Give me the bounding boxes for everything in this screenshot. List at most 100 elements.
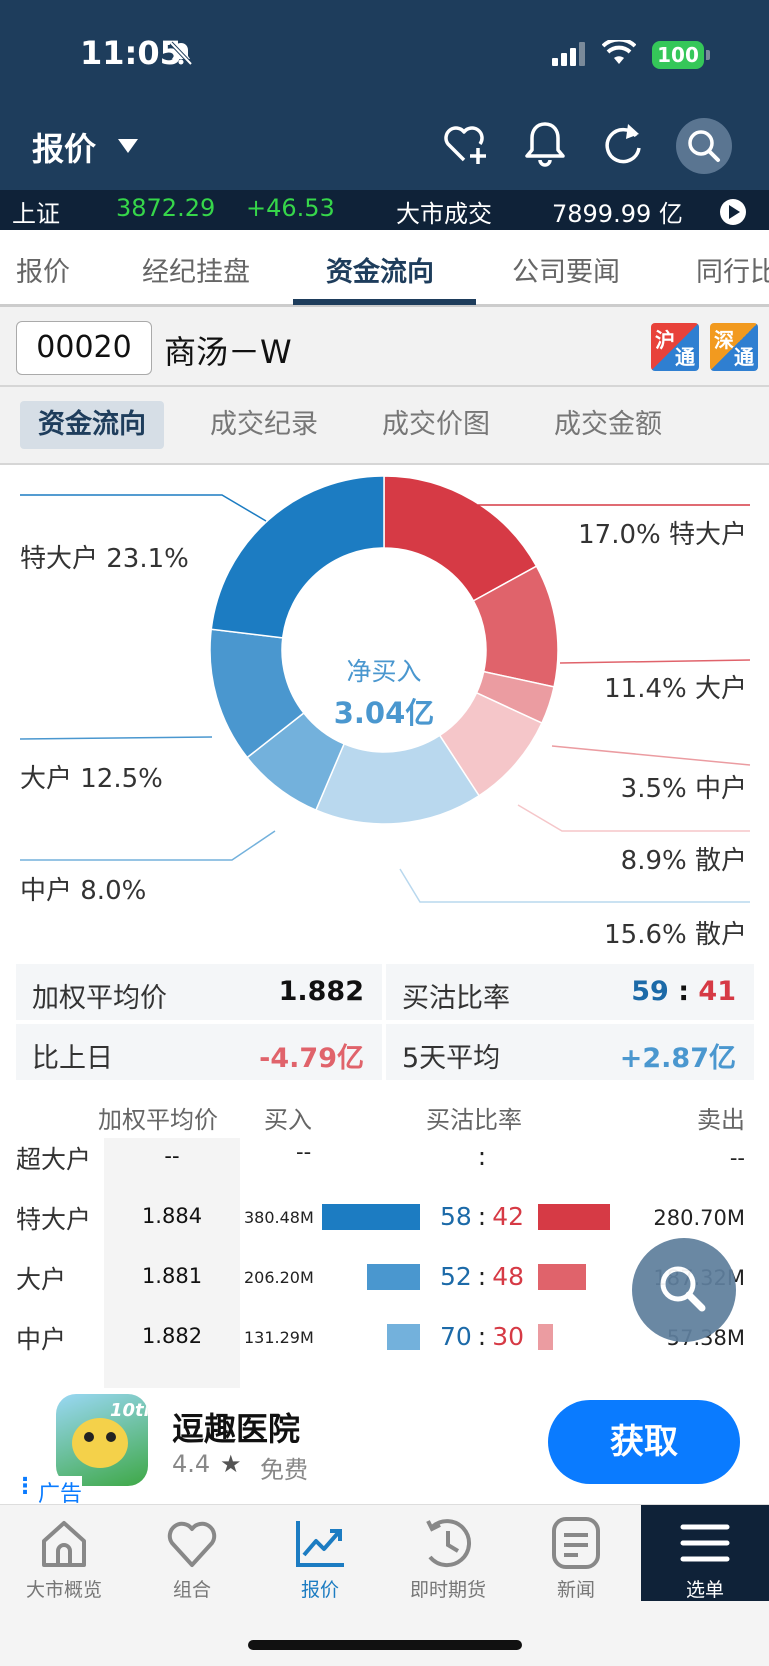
cellular-signal-icon [552, 42, 585, 66]
stock-header: 00020 商汤－W 沪 通 深 通 [0, 307, 769, 387]
tab-company-news[interactable]: 公司要闻 [512, 257, 620, 288]
sell-large-label: 11.4% 大户 [604, 674, 747, 704]
home-indicator [248, 1640, 522, 1650]
favorite-add-icon[interactable] [440, 118, 490, 168]
buy-retail-label: 15.6% 散户 [604, 920, 747, 950]
leader-line [551, 745, 751, 766]
summary-five-day: 5天平均 +2.87亿 [386, 1024, 754, 1080]
app-icon: 10th [56, 1394, 148, 1486]
capital-flow-donut [19, 475, 751, 903]
page-title[interactable]: 报价 [32, 130, 97, 168]
tab-peers[interactable]: 同行比 [696, 257, 769, 288]
nav-quote[interactable]: 报价 [256, 1505, 384, 1605]
nav-menu[interactable]: 选单 [641, 1505, 769, 1601]
floating-search-button[interactable] [632, 1238, 736, 1342]
sell-superlarge-label: 17.0% 特大户 [578, 520, 747, 550]
row-avg-price: 1.882 [141, 1324, 203, 1348]
nav-futures[interactable]: 即时期货 [384, 1505, 512, 1605]
row-sell-bar [538, 1324, 553, 1350]
buy-superlarge-label: 特大户 23.1% [20, 544, 189, 574]
index-value: 3872.29 [116, 194, 216, 222]
tab-capital-flow[interactable]: 资金流向 [326, 257, 434, 288]
bell-icon[interactable] [520, 118, 570, 168]
bottom-nav: 大市概览 组合 报价 即时期货 新闻 [0, 1504, 769, 1666]
mascot-eye-left [84, 1432, 94, 1442]
app-header: 11:05 100 报价 [0, 0, 769, 190]
battery-indicator: 100 [652, 41, 704, 69]
refresh-icon[interactable] [598, 118, 648, 168]
col-buy: 买入 [264, 1106, 312, 1134]
home-icon [42, 1521, 86, 1567]
shanghai-connect-badge: 沪 通 [651, 323, 699, 371]
stock-name: 商汤－W [164, 333, 292, 371]
summary-prev-day: 比上日 -4.79亿 [16, 1024, 382, 1080]
col-avg-price: 加权平均价 [98, 1106, 218, 1134]
tab-quote[interactable]: 报价 [16, 257, 70, 288]
row-sell-amount: -- [729, 1146, 745, 1170]
search-button[interactable] [676, 118, 732, 174]
buy-segment-superlarge [210, 475, 385, 639]
five-day-value: +2.87亿 [619, 1043, 736, 1074]
col-ratio: 买沽比率 [426, 1106, 522, 1134]
ad-price: 免费 [260, 1456, 308, 1484]
get-app-button[interactable]: 获取 [548, 1400, 740, 1484]
row-buy-bar [322, 1204, 420, 1230]
leader-line [399, 868, 750, 903]
row-label: 大户 [16, 1265, 67, 1294]
play-icon[interactable] [719, 198, 747, 226]
subtab-capital-flow[interactable]: 资金流向 [20, 401, 164, 449]
net-buy-value: 3.04亿 [333, 696, 435, 730]
star-icon: ★ [220, 1450, 242, 1478]
row-buy-amount: -- [296, 1140, 312, 1164]
row-ratio: 70:30 [439, 1322, 525, 1351]
dropdown-caret-icon[interactable] [118, 139, 138, 153]
row-ratio: 58:42 [439, 1202, 525, 1231]
net-buy-label: 净买入 [346, 657, 422, 686]
app-icon-badge: 10th [110, 1400, 148, 1421]
row-ratio: 52:48 [439, 1262, 525, 1291]
hamburger-icon [680, 1524, 730, 1562]
row-buy-amount: 380.48M [244, 1208, 314, 1227]
avg-price-value: 1.882 [278, 976, 364, 1007]
ad-banner[interactable]: 10th 逗趣医院 4.4 ★ 免费 ⋮ 广告 获取 [0, 1390, 769, 1508]
leader-line [20, 830, 276, 861]
subtab-price-chart[interactable]: 成交价图 [382, 409, 490, 440]
heart-icon [167, 1521, 217, 1567]
index-change: +46.53 [246, 194, 335, 222]
leader-line [19, 736, 213, 740]
row-avg-price: -- [164, 1144, 180, 1168]
buy-large-label: 大户 12.5% [20, 764, 163, 794]
turnover-value: 7899.99 亿 [552, 200, 683, 228]
index-name: 上证 [12, 200, 60, 228]
buy-medium-label: 中户 8.0% [20, 876, 147, 906]
summary-avg-price: 加权平均价 1.882 [16, 964, 382, 1020]
sub-tab-bar: 资金流向 成交纪录 成交价图 成交金额 [0, 387, 769, 465]
row-label: 中户 [16, 1325, 67, 1354]
subtab-trade-amount[interactable]: 成交金额 [554, 409, 662, 440]
turnover-label: 大市成交 [396, 200, 492, 228]
leader-line [517, 804, 750, 832]
stock-code-input[interactable]: 00020 [16, 321, 152, 375]
shenzhen-connect-badge: 深 通 [710, 323, 758, 371]
news-icon [552, 1517, 600, 1569]
avg-price-column-bg [104, 1138, 240, 1388]
subtab-trade-record[interactable]: 成交纪录 [210, 409, 318, 440]
battery-tip [706, 50, 710, 60]
nav-news[interactable]: 新闻 [512, 1505, 640, 1605]
clock-history-icon [426, 1519, 472, 1568]
leader-line [20, 494, 267, 522]
row-sell-bar [538, 1204, 610, 1230]
market-ticker[interactable]: 上证 3872.29 +46.53 大市成交 7899.99 亿 [0, 190, 769, 230]
row-ratio: : [477, 1142, 487, 1171]
wifi-icon [602, 40, 636, 64]
nav-market-overview[interactable]: 大市概览 [0, 1505, 128, 1605]
nav-portfolio[interactable]: 组合 [128, 1505, 256, 1605]
tab-broker-queue[interactable]: 经纪挂盘 [142, 257, 250, 288]
bell-muted-icon [169, 41, 193, 66]
sell-retail-label: 8.9% 散户 [620, 846, 747, 876]
chart-trend-icon [296, 1521, 344, 1567]
leader-line [559, 659, 751, 664]
row-sell-bar [538, 1264, 586, 1290]
ratio-value: 59 : 41 [631, 976, 736, 1007]
more-dots-icon[interactable]: ⋮ [14, 1474, 36, 1499]
